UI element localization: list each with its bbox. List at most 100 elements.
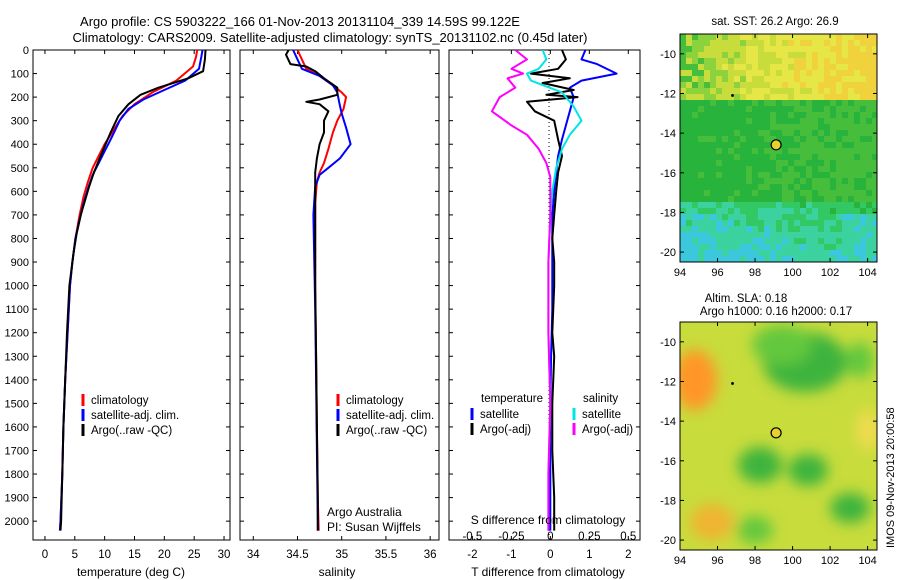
sst-cell bbox=[842, 130, 849, 137]
sst-cell bbox=[692, 220, 699, 227]
sst-cell bbox=[692, 232, 699, 239]
sst-cell bbox=[758, 40, 765, 47]
argo-australia-annotation: Argo Australia bbox=[327, 505, 402, 519]
sst-cell bbox=[740, 82, 747, 89]
longitude-label: 96 bbox=[711, 555, 723, 567]
legend-label: climatology bbox=[346, 395, 404, 407]
sst-cell bbox=[836, 166, 843, 173]
sst-cell bbox=[782, 220, 789, 227]
sst-cell bbox=[860, 46, 867, 53]
sst-cell bbox=[758, 184, 765, 191]
sst-cell bbox=[728, 220, 735, 227]
sst-cell bbox=[764, 94, 771, 101]
sst-cell bbox=[794, 106, 801, 113]
sst-cell bbox=[788, 64, 795, 71]
sst-cell bbox=[788, 34, 795, 41]
sst-cell bbox=[848, 106, 855, 113]
sst-cell bbox=[692, 46, 699, 53]
sst-cell bbox=[800, 256, 807, 262]
sst-cell bbox=[728, 214, 735, 221]
sst-cell bbox=[830, 244, 837, 251]
sst-cell bbox=[752, 232, 759, 239]
sst-cell bbox=[818, 208, 825, 215]
sst-cell bbox=[860, 148, 867, 155]
sst-cell bbox=[788, 202, 795, 209]
figure-title-line2: Climatology: CARS2009. Satellite-adjuste… bbox=[73, 30, 588, 45]
sst-cell bbox=[860, 190, 867, 197]
sst-cell bbox=[842, 244, 849, 251]
sst-cell bbox=[842, 94, 849, 101]
sst-cell bbox=[686, 52, 693, 59]
sst-cell bbox=[830, 106, 837, 113]
sst-cell bbox=[818, 184, 825, 191]
sst-cell bbox=[770, 124, 777, 131]
sst-cell bbox=[794, 208, 801, 215]
sst-cell bbox=[680, 88, 687, 95]
sst-cell bbox=[800, 34, 807, 41]
sst-cell bbox=[788, 58, 795, 65]
sst-cell bbox=[854, 142, 861, 149]
sst-cell bbox=[776, 178, 783, 185]
sst-cell bbox=[770, 136, 777, 143]
sst-cell bbox=[698, 160, 705, 167]
sst-cell bbox=[692, 100, 699, 107]
sst-cell bbox=[764, 166, 771, 173]
sst-cell bbox=[680, 46, 687, 53]
sst-cell bbox=[836, 124, 843, 131]
sst-cell bbox=[836, 238, 843, 245]
sst-cell bbox=[866, 202, 873, 209]
sst-cell bbox=[740, 142, 747, 149]
sst-cell bbox=[842, 118, 849, 125]
sst-cell bbox=[770, 190, 777, 197]
sst-cell bbox=[698, 76, 705, 83]
sst-cell bbox=[854, 250, 861, 257]
sst-cell bbox=[848, 226, 855, 233]
sst-cell bbox=[836, 112, 843, 119]
sst-cell bbox=[716, 34, 723, 41]
sst-cell bbox=[728, 34, 735, 41]
sst-cell bbox=[686, 58, 693, 65]
sst-cell bbox=[836, 256, 843, 262]
sst-cell bbox=[830, 142, 837, 149]
sst-cell bbox=[758, 214, 765, 221]
sst-cell bbox=[848, 70, 855, 77]
sst-cell bbox=[698, 64, 705, 71]
sst-cell bbox=[758, 100, 765, 107]
sst-cell bbox=[800, 112, 807, 119]
sst-cell bbox=[830, 214, 837, 221]
sst-cell bbox=[746, 244, 753, 251]
sst-cell bbox=[680, 94, 687, 101]
sst-cell bbox=[680, 112, 687, 119]
sst-cell bbox=[692, 136, 699, 143]
sst-cell bbox=[728, 124, 735, 131]
sst-cell bbox=[680, 136, 687, 143]
sst-cell bbox=[728, 160, 735, 167]
sst-cell bbox=[710, 70, 717, 77]
sst-cell bbox=[728, 52, 735, 59]
sst-cell bbox=[812, 76, 819, 83]
sst-cell bbox=[824, 154, 831, 161]
sst-cell bbox=[836, 172, 843, 179]
sst-cell bbox=[824, 136, 831, 143]
sst-cell bbox=[782, 88, 789, 95]
sst-cell bbox=[728, 112, 735, 119]
sst-cell bbox=[818, 172, 825, 179]
sst-cell bbox=[860, 136, 867, 143]
sst-cell bbox=[710, 202, 717, 209]
sst-cell bbox=[734, 82, 741, 89]
sst-cell bbox=[836, 142, 843, 149]
sst-cell bbox=[770, 40, 777, 47]
sst-cell bbox=[680, 250, 687, 257]
sst-cell bbox=[788, 94, 795, 101]
sst-cell bbox=[830, 250, 837, 257]
sst-cell bbox=[734, 112, 741, 119]
sst-cell bbox=[836, 136, 843, 143]
sst-cell bbox=[854, 118, 861, 125]
sst-cell bbox=[866, 94, 873, 101]
difference-x-axis: -2 -1 0 1 2 bbox=[467, 50, 632, 561]
sst-cell bbox=[842, 154, 849, 161]
x-tick-label: 10 bbox=[98, 549, 111, 561]
sst-cell bbox=[758, 58, 765, 65]
sla-low-blob bbox=[846, 342, 874, 378]
sst-cell bbox=[716, 76, 723, 83]
